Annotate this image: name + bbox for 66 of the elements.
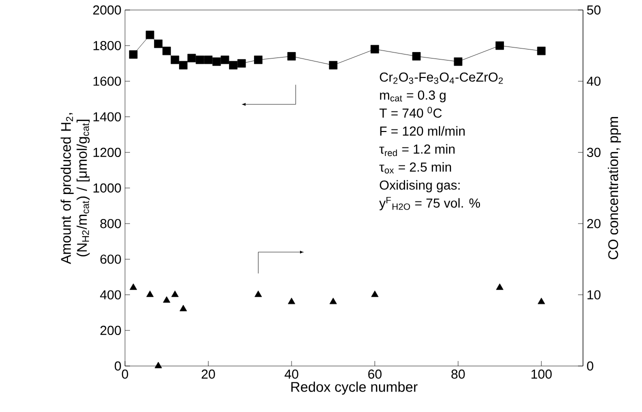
text: Cr$_{2}$O$_{3}$-Fe$_{3}$O$_{4}$-CeZrO$_{2}$	[380, 72, 503, 84]
annotation: τ$_{red}$ = 1.2 min	[379, 144, 455, 156]
point	[146, 30, 154, 40]
point	[254, 290, 262, 297]
y2-axis-title: CO concentration, ppm	[608, 116, 621, 260]
point	[496, 41, 504, 50]
point	[154, 40, 163, 48]
annotation: F = 120 ml/min	[380, 126, 465, 136]
y-tick-label: 2000	[93, 5, 121, 15]
y2-tick-label: 10	[588, 290, 600, 300]
point	[537, 46, 546, 56]
y-tick-label: 800	[100, 218, 121, 228]
y-tick-label: 1800	[94, 40, 121, 50]
x-axis-title: Redox cycle number	[291, 382, 418, 395]
point	[330, 298, 337, 304]
y-tick-label: 200	[100, 326, 121, 335]
annotation: m$_{cat}$ = 0.3 g	[380, 90, 446, 102]
point	[171, 290, 179, 297]
point	[220, 56, 230, 64]
point	[454, 57, 462, 66]
y-tick-label: 600	[100, 254, 121, 264]
y-tick-label: 1400	[94, 112, 121, 122]
y2-tick-label: 20	[587, 218, 600, 228]
point	[146, 290, 154, 297]
y-tick-label: 1200	[94, 148, 121, 157]
point	[179, 60, 188, 70]
point	[154, 362, 162, 368]
x-tick-label: 100	[532, 370, 552, 379]
y2-tick-label: 50	[587, 5, 600, 15]
x-tick-label: 40	[284, 370, 298, 379]
point	[254, 56, 262, 64]
point	[162, 296, 170, 303]
point	[180, 304, 187, 312]
point	[204, 56, 212, 64]
x-tick-label: 60	[368, 370, 382, 379]
point	[129, 50, 138, 59]
x-tick-label: 0	[122, 370, 128, 379]
point	[170, 56, 180, 64]
point	[187, 54, 196, 62]
point	[287, 52, 296, 60]
point	[371, 290, 378, 297]
point	[538, 298, 546, 304]
annotation: τ$_{ox}$ = 2.5 min	[379, 162, 452, 174]
y-tick-label: 1000	[94, 183, 121, 193]
annotation: y$^{F}$$_{H2O}$ = 75 vol. %	[379, 196, 480, 210]
y-tick-label: 400	[100, 290, 121, 300]
y2-tick-label: 0	[587, 361, 594, 371]
annotation: Oxidising gas:	[380, 180, 460, 192]
point	[370, 44, 380, 54]
y-tick-label: 0	[114, 361, 121, 371]
point	[130, 283, 137, 290]
y-tick-label: 1600	[94, 76, 121, 86]
point	[412, 52, 421, 60]
point	[212, 57, 221, 66]
y2-tick-label: 40	[586, 76, 600, 86]
point	[288, 298, 296, 304]
point	[229, 60, 238, 70]
y2-tick-label: 30	[587, 148, 600, 157]
point	[328, 60, 338, 70]
x-tick-label: 80	[451, 370, 465, 379]
point	[496, 283, 504, 290]
point	[162, 46, 171, 56]
point	[237, 59, 246, 68]
x-tick-label: 20	[202, 370, 215, 379]
annotation: T = 740 $^{0}$C	[379, 106, 442, 118]
point	[196, 56, 204, 64]
